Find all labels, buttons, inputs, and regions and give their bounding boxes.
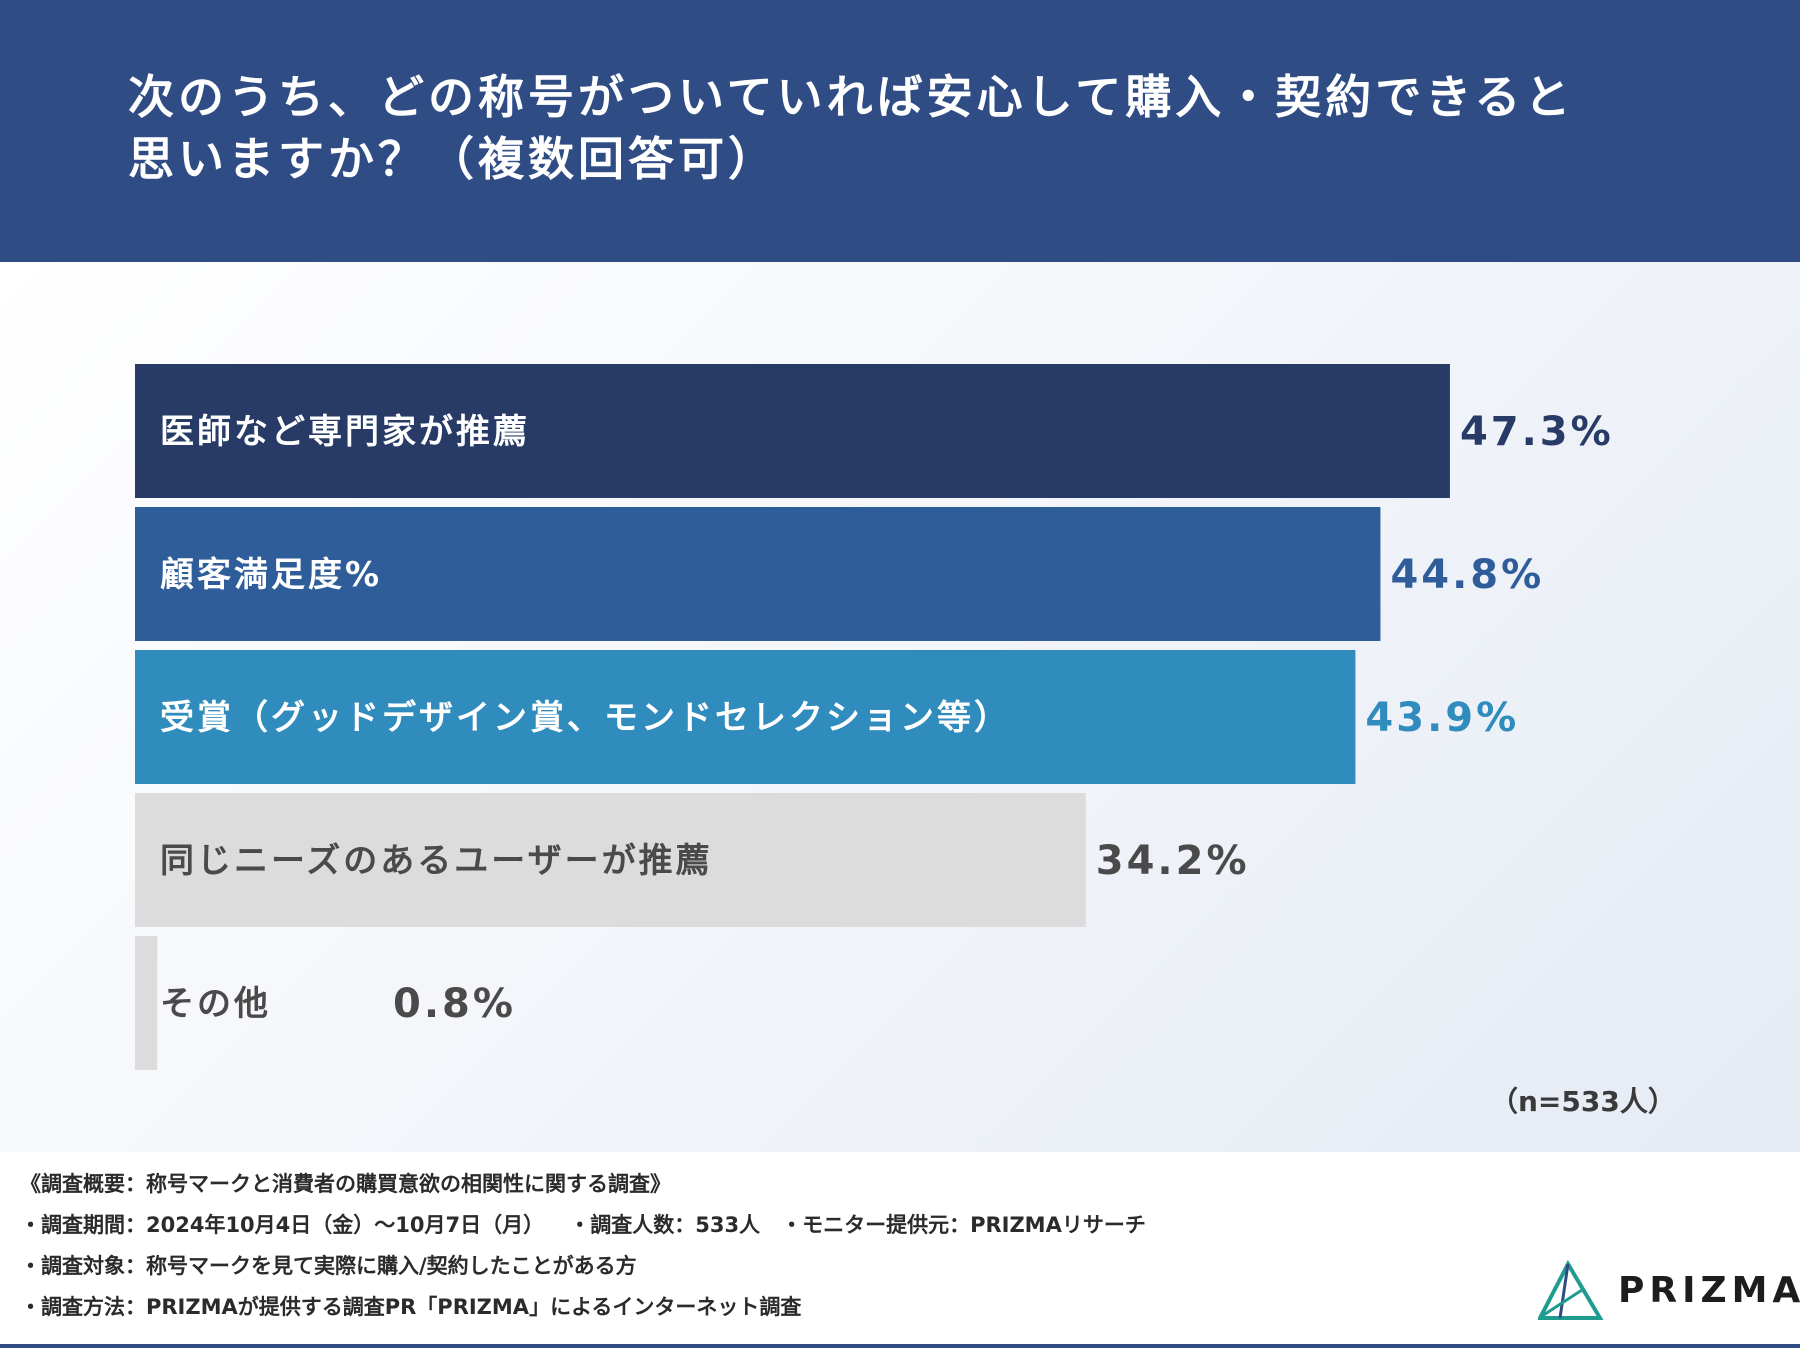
chart-title: 次のうち、どの称号がついていれば安心して購入・契約できると 思いますか？（複数回…: [128, 66, 1688, 190]
value-label-3: 43.9%: [1365, 695, 1519, 741]
bar-chart: 医師など専門家が推薦 47.3% 顧客満足度% 44.8% 受賞（グッドデザイン賞、モン…: [135, 364, 1614, 1070]
prizma-logo-icon: [1536, 1259, 1604, 1320]
prizma-logo-text: PRIZMA: [1618, 1270, 1800, 1311]
chart-area: 医師など専門家が推薦 47.3% 顧客満足度% 44.8% 受賞（グッドデザイン賞、モン…: [0, 262, 1800, 1152]
survey-notes: 《調査概要：称号マークと消費者の購買意欲の相関性に関する調査》 ・調査期間：20…: [20, 1164, 1146, 1328]
survey-overview: 《調査概要：称号マークと消費者の購買意欲の相関性に関する調査》: [20, 1172, 671, 1196]
sample-size-note: （n=533人）: [1490, 1085, 1676, 1118]
footer-rule: [0, 1344, 1800, 1348]
bar-4: [135, 793, 1086, 927]
title-line-1: 次のうち、どの称号がついていれば安心して購入・契約できると: [128, 70, 1575, 124]
bar-2: [135, 507, 1381, 641]
value-label-4: 34.2%: [1096, 838, 1250, 884]
bar-label-5: その他: [160, 984, 271, 1024]
survey-target: ・調査対象：称号マークを見て実際に購入/契約したことがある方: [20, 1254, 637, 1278]
header-banner: 次のうち、どの称号がついていれば安心して購入・契約できると 思いますか？（複数回…: [0, 0, 1800, 262]
bar-5: [135, 936, 158, 1070]
survey-footer: 《調査概要：称号マークと消費者の購買意欲の相関性に関する調査》 ・調査期間：20…: [0, 1152, 1800, 1350]
bar-label-2: 顧客満足度%: [160, 555, 382, 595]
survey-method: ・調査方法：PRIZMAが提供する調査PR「PRIZMA」によるインターネット調…: [20, 1295, 802, 1319]
title-line-2: 思いますか？（複数回答可）: [128, 132, 778, 186]
prizma-logo: PRIZMA: [1536, 1259, 1800, 1324]
survey-period: ・調査期間：2024年10月4日（金）〜10月7日（月） ・調査人数：533人 …: [20, 1213, 1146, 1237]
value-label-2: 44.8%: [1390, 552, 1544, 598]
value-label-1: 47.3%: [1460, 409, 1614, 455]
bar-3: [135, 650, 1356, 784]
bar-label-4: 同じニーズのあるユーザーが推薦: [160, 841, 713, 881]
bar-label-1: 医師など専門家が推薦: [160, 412, 530, 452]
bar-1: [135, 364, 1450, 498]
bar-label-3: 受賞（グッドデザイン賞、モンドセレクション等）: [160, 698, 1011, 738]
value-label-5: 0.8%: [393, 981, 516, 1027]
